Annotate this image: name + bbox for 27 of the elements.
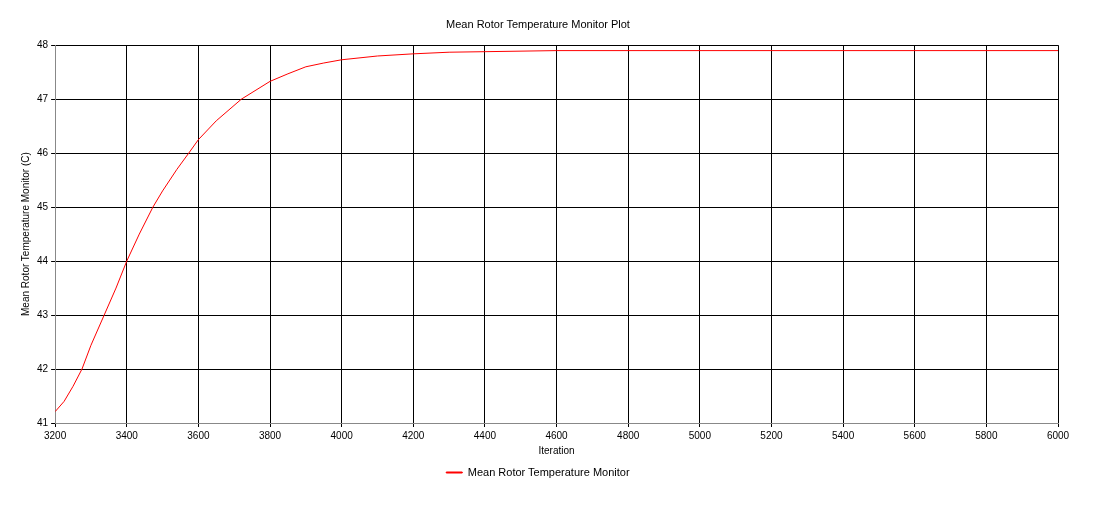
x-tick-label: 4000 [330,429,354,441]
x-tick-label: 5200 [760,429,784,441]
x-tick-label: 3600 [187,429,210,441]
y-tick-label: 42 [37,362,49,374]
x-tick-label: 4200 [402,429,425,441]
x-tick-label: 6000 [1046,429,1070,441]
x-tick-label: 3200 [44,429,67,441]
x-tick-label: 4600 [545,429,569,441]
x-tick-label: 5400 [831,429,855,441]
x-tick-label: 4400 [473,429,497,441]
x-tick-label: 3800 [258,429,282,441]
y-tick-label: 41 [37,416,49,428]
y-tick-label: 44 [37,254,49,266]
legend-label: Mean Rotor Temperature Monitor [467,465,630,478]
x-axis-title: Iteration [538,444,575,456]
y-tick-label: 48 [37,38,49,50]
y-tick-label: 47 [37,92,49,104]
x-tick-label: 5600 [903,429,927,441]
x-tick-label: 5000 [688,429,712,441]
chart-title: Mean Rotor Temperature Monitor Plot [446,17,630,30]
y-tick-label: 43 [37,308,49,320]
y-tick-label: 46 [37,146,49,158]
y-tick-label: 45 [37,200,49,212]
x-tick-label: 3400 [115,429,139,441]
x-tick-label: 5800 [975,429,998,441]
y-axis-title: Mean Rotor Temperature Monitor (C) [19,152,31,316]
x-tick-label: 4800 [617,429,640,441]
